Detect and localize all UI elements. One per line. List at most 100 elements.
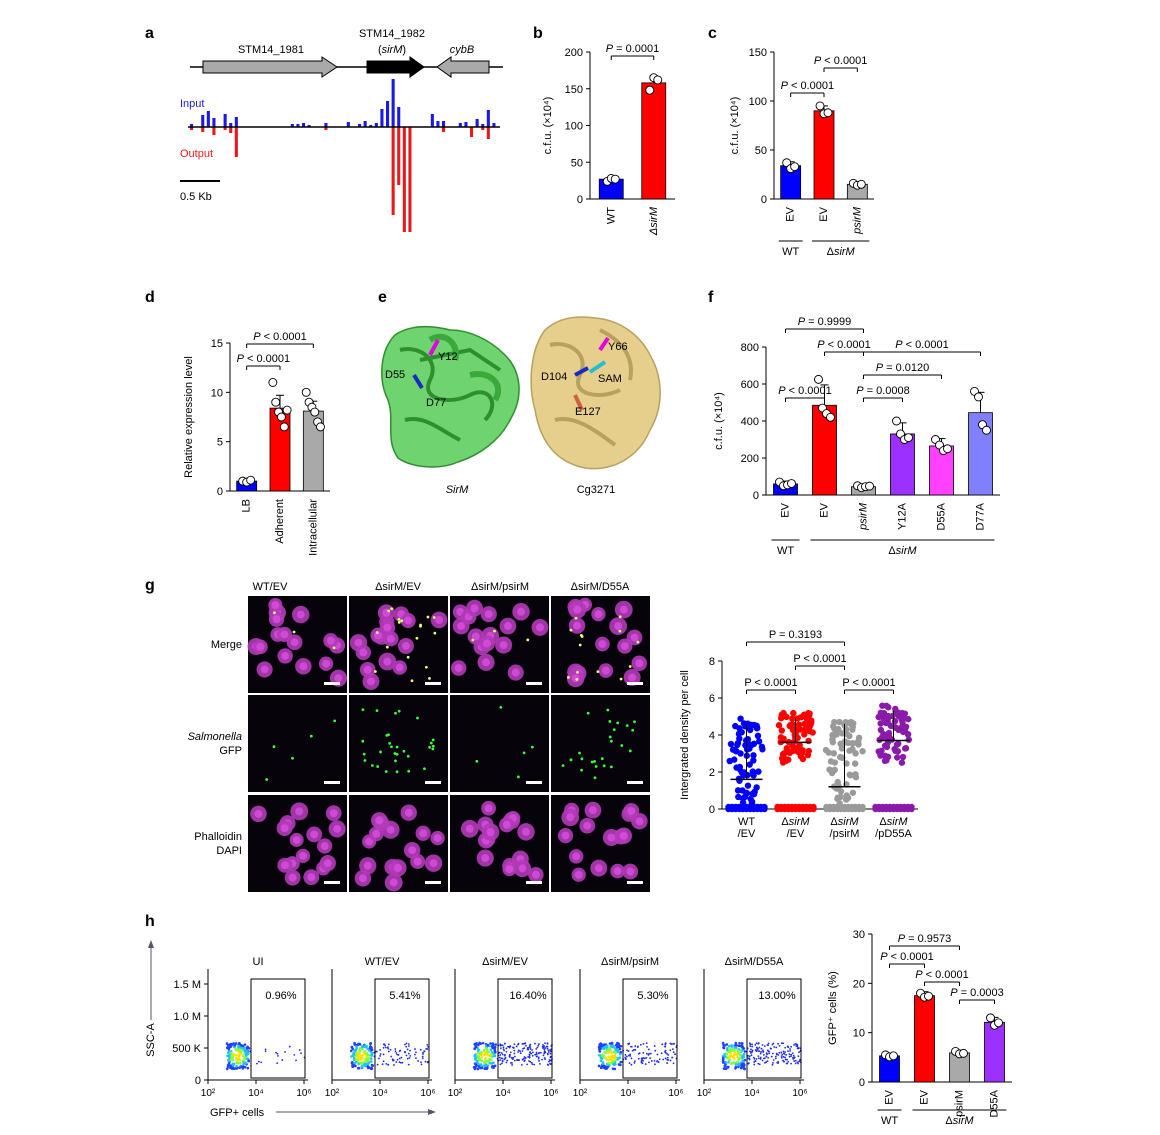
event-dot	[405, 1045, 408, 1048]
flow-xaxis-arrowhead	[428, 1109, 436, 1115]
event-dot	[786, 1058, 788, 1061]
data-point	[750, 752, 757, 759]
nucleus	[389, 878, 398, 887]
event-dot	[549, 1063, 552, 1065]
event-dot	[754, 1060, 757, 1062]
nucleus	[481, 854, 490, 863]
event-dot	[736, 1056, 739, 1059]
event-dot	[408, 1045, 410, 1047]
event-dot	[749, 1050, 751, 1053]
event-dot	[612, 1063, 616, 1067]
event-dot	[760, 1047, 763, 1050]
event-dot	[245, 1057, 249, 1060]
flow-x-tick-label: 10²	[697, 1088, 712, 1099]
event-dot	[413, 1053, 416, 1056]
data-point	[895, 740, 902, 747]
event-dot	[642, 1052, 645, 1054]
gene-name-stm14-1981: STM14_1981	[238, 44, 304, 56]
data-point	[790, 162, 800, 172]
y-tick-label: 10	[211, 387, 223, 399]
x-tick-label: Y12A	[897, 502, 909, 530]
event-dot	[393, 1064, 395, 1066]
micro-col-title-0: WT/EV	[253, 581, 288, 593]
p-symbol: P	[253, 331, 261, 343]
y-axis-label: Intergrated density per cell	[679, 670, 691, 800]
event-dot	[653, 1045, 656, 1047]
event-dot	[500, 1047, 502, 1050]
event-dot	[477, 1048, 481, 1052]
event-dot	[796, 1043, 799, 1046]
data-point	[849, 726, 856, 733]
event-dot	[604, 1067, 608, 1070]
input-bar	[290, 124, 294, 127]
data-point	[787, 721, 794, 729]
nucleus	[334, 674, 343, 683]
event-dot	[415, 1057, 417, 1060]
flow-plot-title: ΔsirM/D55A	[725, 956, 784, 968]
nucleus	[598, 640, 607, 649]
event-dot	[550, 1050, 552, 1053]
gfp-bacterium	[593, 759, 597, 763]
event-dot	[616, 1057, 620, 1060]
event-dot	[511, 1057, 514, 1060]
gfp-bacterium	[384, 770, 388, 773]
event-dot	[237, 1054, 241, 1058]
event-dot	[350, 1045, 354, 1049]
gene-track-panel: STM14_1981 STM14_1982 (sirM) cybB Input …	[180, 28, 503, 232]
data-point	[276, 412, 286, 422]
event-dot	[355, 1045, 358, 1048]
flow-y-tick-label: 0	[195, 1075, 201, 1087]
event-dot	[387, 1050, 390, 1053]
event-dot	[491, 1046, 495, 1050]
event-dot	[669, 1042, 672, 1045]
event-dot	[782, 1059, 784, 1062]
event-dot	[734, 1067, 737, 1070]
event-dot	[752, 1056, 755, 1059]
p-value-label: P < 0.0001	[253, 331, 307, 343]
event-dot	[515, 1045, 518, 1048]
data-point	[974, 392, 983, 402]
event-dot	[369, 1057, 373, 1060]
residue-d55-stick	[412, 373, 424, 390]
event-dot	[236, 1061, 239, 1065]
group-italic: sirM	[896, 545, 918, 557]
output-bar	[234, 127, 238, 157]
nucleus	[401, 641, 410, 650]
p-symbol: P	[876, 362, 884, 374]
nucleus	[613, 867, 622, 876]
event-dot	[790, 1055, 792, 1057]
x-tick-label: WT	[738, 816, 755, 828]
data-point	[783, 745, 791, 752]
gate-percent: 13.00%	[758, 990, 796, 1002]
event-dot	[773, 1046, 776, 1048]
p-symbol: P	[798, 316, 806, 328]
nucleus	[574, 870, 583, 879]
event-dot	[237, 1044, 240, 1048]
flow-x-tick-label: 10⁴	[744, 1088, 759, 1099]
event-dot	[528, 1056, 531, 1059]
gfp-bacterium	[419, 624, 422, 628]
output-bar	[408, 127, 412, 232]
panel-label-h: h	[145, 913, 155, 930]
data-point	[743, 746, 751, 753]
nucleus	[594, 610, 603, 619]
y-tick-label: 200	[741, 453, 759, 465]
data-point	[779, 759, 787, 766]
data-point	[271, 397, 281, 407]
data-point	[875, 713, 882, 721]
event-dot	[546, 1042, 549, 1045]
gfp-bacterium	[393, 752, 397, 755]
data-point	[809, 729, 816, 736]
event-dot	[601, 1062, 605, 1066]
event-dot	[627, 1050, 630, 1053]
data-point	[959, 1048, 968, 1058]
p-value-label: P < 0.0001	[842, 677, 895, 689]
x-tick-label: psirM	[851, 206, 863, 235]
group-label: WT	[782, 246, 799, 258]
flow-x-tick-label: 10⁶	[420, 1088, 435, 1099]
event-dot	[757, 1055, 760, 1058]
flow-x-tick-label: 10²	[573, 1088, 588, 1099]
input-bar	[229, 123, 233, 127]
gfp-bacterium	[475, 759, 479, 763]
event-dot	[351, 1065, 355, 1068]
